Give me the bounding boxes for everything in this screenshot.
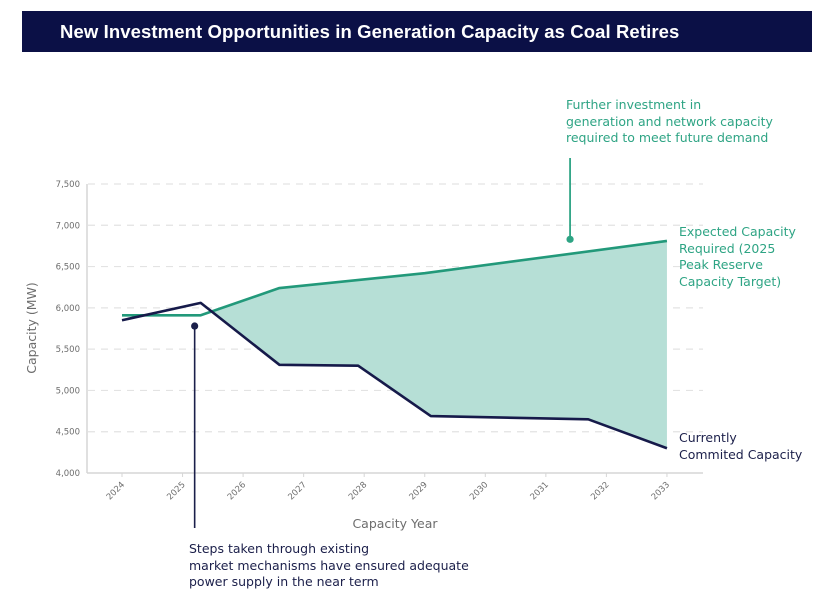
y-tick-label: 5,500 <box>56 345 80 355</box>
x-tick-label: 2031 <box>529 480 551 502</box>
annotation-steps-taken: Steps taken through existing market mech… <box>189 541 469 589</box>
capacity-gap-area <box>211 240 667 449</box>
expected-capacity-line <box>122 239 668 317</box>
chart-title: New Investment Opportunities in Generati… <box>60 21 680 42</box>
y-tick-labels: 4,000 4,500 5,000 5,500 6,000 6,500 7,000 7,500 <box>56 180 80 479</box>
annotation-lines <box>191 158 574 528</box>
y-tick-label: 7,500 <box>56 180 80 190</box>
x-tick-label: 2026 <box>226 480 248 502</box>
series-lines <box>121 239 668 450</box>
x-tick-label: 2027 <box>286 480 308 502</box>
y-axis-title: Capacity (MW) <box>24 282 39 374</box>
label-committed-capacity: Currently Commited Capacity <box>679 430 803 462</box>
x-tick-label: 2029 <box>407 480 429 502</box>
axes <box>86 184 703 477</box>
committed-capacity-line <box>121 301 668 450</box>
y-tick-label: 6,000 <box>56 304 80 314</box>
x-tick-label: 2025 <box>165 480 187 502</box>
gap-area <box>211 240 667 449</box>
y-tick-label: 7,000 <box>56 221 80 231</box>
x-tick-label: 2032 <box>589 480 611 502</box>
x-axis-title: Capacity Year <box>352 516 438 531</box>
x-tick-label: 2030 <box>468 480 490 502</box>
y-tick-label: 4,500 <box>56 428 80 438</box>
x-tick-label: 2033 <box>650 480 672 502</box>
title-bar: New Investment Opportunities in Generati… <box>22 11 812 52</box>
x-tick-label: 2028 <box>347 480 369 502</box>
x-tick-labels: 2024 2025 2026 2027 2028 2029 2030 2031 2032 2033 <box>105 480 672 502</box>
annotation-further-investment: Further investment in generation and net… <box>566 97 773 145</box>
y-tick-label: 4,000 <box>56 469 80 479</box>
y-tick-label: 5,000 <box>56 386 80 396</box>
x-tick-label: 2024 <box>105 480 127 502</box>
y-tick-label: 6,500 <box>56 263 80 273</box>
annotation-dot-steps-taken <box>191 322 199 330</box>
label-expected-capacity: Expected Capacity Required (2025 Peak Re… <box>679 224 796 289</box>
annotation-dot-further-investment <box>566 235 574 243</box>
